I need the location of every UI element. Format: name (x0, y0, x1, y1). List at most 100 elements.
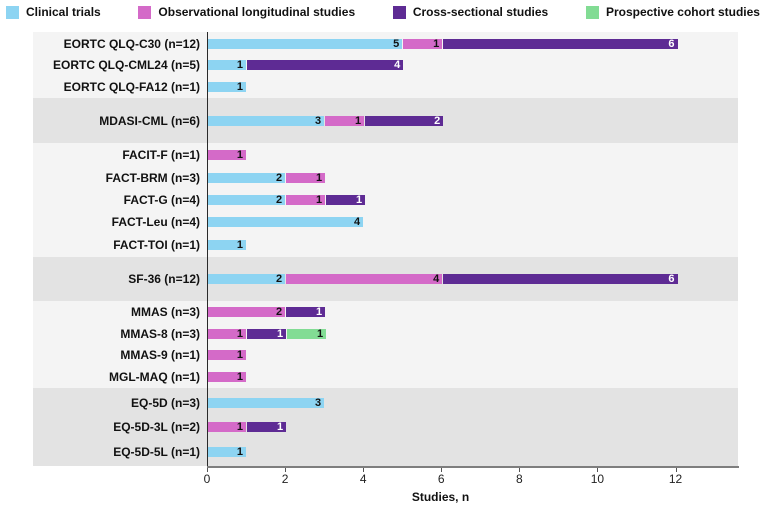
bar-row: FACT-BRM (n=3) 2 1 (33, 168, 738, 188)
x-axis-tick-label: 10 (590, 472, 605, 486)
x-axis-tick-mark (441, 468, 443, 472)
bar-row: MMAS-8 (n=3) 1 1 1 (33, 324, 738, 344)
bar-value-label: 1 (236, 421, 244, 433)
bar-row: EQ-5D-5L (n=1) 1 (33, 442, 738, 462)
legend-label: Prospective cohort studies (605, 5, 760, 19)
bar-segment: 5 (207, 37, 403, 50)
x-axis-title: Studies, n (411, 490, 470, 504)
bar-segment: 1 (247, 327, 287, 340)
category-band: MDASI-CML (n=6) 3 1 2 (33, 98, 738, 143)
bar-value-label: 1 (315, 171, 323, 184)
x-axis-tick-label: 6 (437, 472, 445, 486)
bar-segment: 1 (207, 421, 247, 433)
legend-item: Prospective cohort studies (585, 5, 760, 19)
bar-value-label: 1 (356, 193, 363, 206)
bar-segment: 1 (326, 193, 366, 206)
category-band: MMAS (n=3) 2 1 MMAS-8 (n=3) 1 1 1 MMAS-9 (n=1) 1… (33, 301, 738, 388)
legend-label: Cross-sectional studies (412, 5, 549, 19)
x-axis-tick-label: 4 (359, 472, 367, 486)
bar-track: 1 (207, 445, 738, 458)
bar-segment: 1 (286, 171, 326, 184)
bar-value-label: 2 (434, 114, 441, 127)
bar-value-label: 1 (236, 445, 244, 458)
x-axis-tick-mark (207, 468, 208, 472)
bar-value-label: 4 (394, 59, 401, 71)
bar-value-label: 1 (315, 193, 323, 206)
bar-value-label: 3 (315, 396, 322, 409)
bar-value-label: 1 (236, 370, 244, 383)
category-label: SF-36 (n=12) (128, 272, 200, 286)
bar-segment: 4 (207, 216, 364, 229)
bar-segment: 1 (207, 59, 247, 71)
category-label: FACT-G (n=4) (123, 192, 200, 207)
bar-track: 1 (207, 80, 738, 93)
category-label: MMAS-9 (n=1) (120, 348, 200, 363)
bar-segment: 1 (207, 149, 247, 162)
category-label: MGL-MAQ (n=1) (109, 369, 200, 384)
bar-row: EORTC QLQ-FA12 (n=1) 1 (33, 77, 738, 97)
legend-swatch-icon (392, 5, 406, 19)
bar-track: 1 (207, 349, 738, 362)
bar-segment: 1 (207, 370, 247, 383)
bar-segment: 1 (325, 115, 365, 127)
x-axis-tick-mark (363, 468, 365, 472)
bar-segment: 1 (207, 445, 247, 458)
y-axis-line (207, 32, 208, 468)
category-label: MMAS (n=3) (131, 305, 200, 320)
bar-value-label: 1 (316, 327, 324, 340)
bar-segment: 1 (207, 328, 247, 340)
bar-segment: 2 (207, 171, 286, 184)
category-label: FACIT-F (n=1) (122, 148, 200, 163)
bar-segment: 1 (287, 327, 327, 340)
bar-segment: 1 (247, 421, 287, 433)
bar-track: 1 (207, 370, 738, 383)
bar-value-label: 6 (668, 273, 675, 285)
bar-track: 2 4 6 (207, 273, 738, 285)
bar-segment: 2 (207, 273, 286, 285)
bar-segment: 1 (207, 80, 247, 93)
x-axis-tick-label: 2 (281, 472, 289, 486)
bar-segment: 3 (207, 115, 325, 127)
bar-value-label: 2 (275, 193, 283, 206)
bar-value-label: 1 (236, 149, 244, 162)
bar-row: FACIT-F (n=1) 1 (33, 145, 738, 165)
bar-value-label: 1 (276, 327, 284, 340)
bar-track: 2 1 1 (207, 193, 738, 206)
bar-row: EORTC QLQ-C30 (n=12) 5 1 6 (33, 34, 738, 54)
category-band: SF-36 (n=12) 2 4 6 (33, 257, 738, 301)
bar-track: 5 1 6 (207, 37, 738, 50)
bar-segment: 2 (365, 114, 444, 127)
bar-value-label: 1 (236, 80, 244, 93)
category-label: EQ-5D-3L (n=2) (113, 420, 200, 434)
legend-label: Observational longitudinal studies (158, 5, 356, 19)
x-axis-tick-mark (675, 468, 677, 472)
bar-segment: 1 (286, 306, 326, 319)
bar-value-label: 5 (393, 37, 400, 50)
bar-value-label: 1 (236, 349, 244, 362)
bar-track: 3 (207, 396, 738, 409)
category-label: EORTC QLQ-CML24 (n=5) (52, 58, 200, 72)
bar-track: 1 (207, 149, 738, 162)
bar-value-label: 2 (275, 306, 283, 319)
category-label: EORTC QLQ-FA12 (n=1) (63, 79, 200, 94)
bar-segment: 2 (207, 306, 286, 319)
bar-row: FACT-Leu (n=4) 4 (33, 212, 738, 232)
bar-row: MMAS (n=3) 2 1 (33, 302, 738, 322)
category-label: FACT-Leu (n=4) (111, 215, 200, 230)
category-label: EORTC QLQ-C30 (n=12) (63, 36, 200, 51)
bar-segment: 1 (403, 38, 443, 50)
bar-value-label: 1 (315, 306, 323, 319)
bar-segment: 6 (443, 273, 678, 285)
legend-label: Clinical trials (26, 5, 101, 19)
legend-item: Clinical trials (6, 5, 101, 19)
x-axis-tick-label: 0 (203, 472, 211, 486)
bar-value-label: 4 (354, 216, 361, 229)
bar-value-label: 2 (275, 273, 283, 285)
bar-segment: 4 (286, 273, 443, 285)
legend-item: Observational longitudinal studies (138, 5, 355, 19)
bar-value-label: 2 (275, 171, 283, 184)
